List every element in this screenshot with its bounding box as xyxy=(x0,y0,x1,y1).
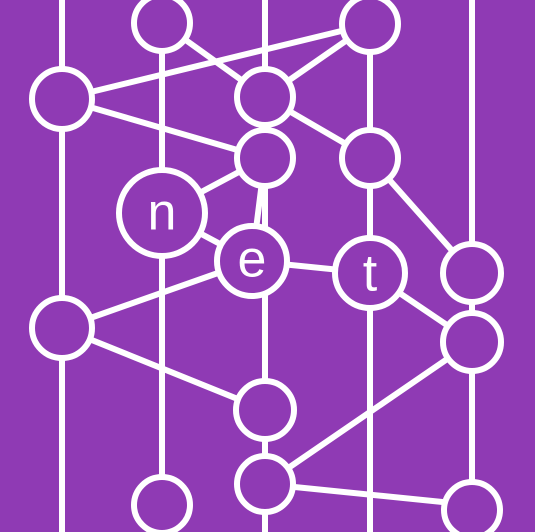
node xyxy=(440,310,504,374)
node xyxy=(339,127,401,189)
letter-t: t xyxy=(363,245,378,303)
node xyxy=(29,295,95,361)
node xyxy=(233,378,297,442)
node xyxy=(131,474,193,532)
node xyxy=(234,453,296,515)
letter-e: e xyxy=(238,231,267,289)
node xyxy=(131,0,193,54)
node xyxy=(234,66,296,128)
edge xyxy=(262,481,475,508)
node xyxy=(29,66,95,132)
node xyxy=(339,0,401,55)
node xyxy=(441,479,503,532)
letter-node-n: n xyxy=(116,167,208,259)
node xyxy=(234,127,296,189)
letter-n: n xyxy=(148,184,177,242)
letter-node-e: e xyxy=(214,223,290,299)
node xyxy=(440,241,504,305)
letter-node-t: t xyxy=(332,235,408,311)
edge xyxy=(59,325,268,413)
nodes-layer: n e t xyxy=(29,0,504,532)
edge xyxy=(59,96,268,161)
edge xyxy=(262,339,475,487)
